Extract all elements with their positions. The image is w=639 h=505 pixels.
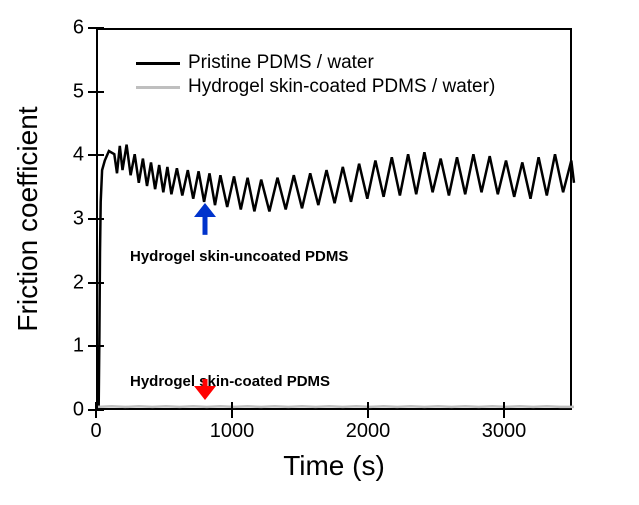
annotation-text: Hydrogel skin-uncoated PDMS	[130, 248, 348, 265]
y-axis-title: Friction coefficient	[12, 106, 44, 331]
x-tick-label: 0	[90, 420, 101, 443]
x-tick-label: 3000	[482, 420, 527, 443]
x-axis-title: Time (s)	[283, 450, 385, 482]
y-tick	[96, 218, 104, 220]
y-tick-label: 6	[73, 17, 92, 40]
y-tick-label: 4	[73, 144, 92, 167]
x-tick	[503, 410, 505, 418]
y-tick-label: 5	[73, 80, 92, 103]
legend-swatch	[136, 86, 180, 89]
chart-container: Friction coefficient Time (s) Pristine P…	[0, 0, 639, 505]
x-tick	[503, 402, 505, 410]
x-tick	[367, 402, 369, 410]
legend-label: Hydrogel skin-coated PDMS / water)	[188, 76, 495, 98]
y-tick-label: 2	[73, 271, 92, 294]
x-tick	[231, 410, 233, 418]
x-tick	[95, 410, 97, 418]
y-tick-label: 0	[73, 399, 92, 422]
legend-label: Pristine PDMS / water	[188, 52, 374, 74]
legend-swatch	[136, 62, 180, 65]
x-tick	[231, 402, 233, 410]
y-tick-label: 1	[73, 335, 92, 358]
y-tick	[96, 154, 104, 156]
y-tick	[96, 91, 104, 93]
y-tick	[96, 345, 104, 347]
y-tick	[96, 27, 104, 29]
y-tick	[96, 409, 104, 411]
x-tick-label: 2000	[346, 420, 391, 443]
arrow-icon	[194, 379, 216, 400]
series-pristine	[98, 145, 574, 409]
arrow-icon	[194, 203, 216, 235]
legend: Pristine PDMS / waterHydrogel skin-coate…	[136, 52, 495, 100]
annotation-text: Hydrogel skin-coated PDMS	[130, 373, 330, 390]
legend-item: Pristine PDMS / water	[136, 52, 495, 74]
y-tick	[96, 282, 104, 284]
legend-item: Hydrogel skin-coated PDMS / water)	[136, 76, 495, 98]
x-tick-label: 1000	[210, 420, 255, 443]
x-tick	[367, 410, 369, 418]
y-tick-label: 3	[73, 208, 92, 231]
